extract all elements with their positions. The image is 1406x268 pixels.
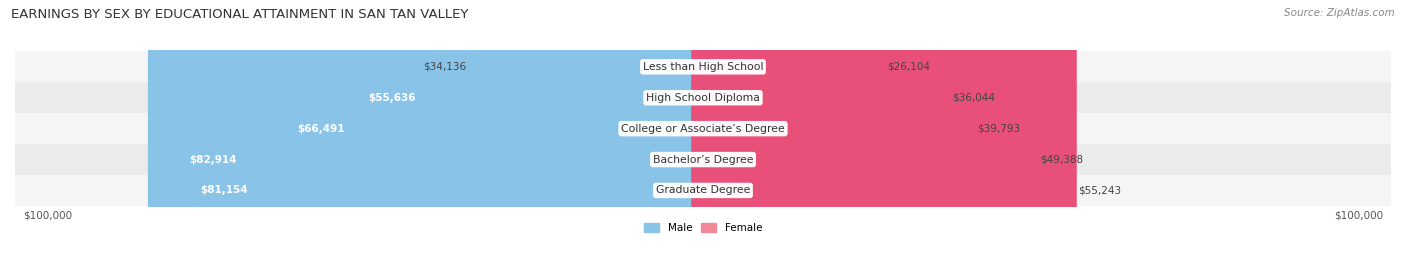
FancyBboxPatch shape	[468, 0, 714, 268]
FancyBboxPatch shape	[15, 175, 1391, 206]
Text: High School Diploma: High School Diploma	[647, 93, 759, 103]
Text: $49,388: $49,388	[1039, 155, 1083, 165]
Text: $81,154: $81,154	[201, 185, 249, 195]
Text: College or Associate’s Degree: College or Associate’s Degree	[621, 124, 785, 134]
Text: Bachelor’s Degree: Bachelor’s Degree	[652, 155, 754, 165]
FancyBboxPatch shape	[692, 0, 950, 268]
Text: $55,636: $55,636	[368, 93, 415, 103]
Text: $82,914: $82,914	[190, 155, 236, 165]
Text: EARNINGS BY SEX BY EDUCATIONAL ATTAINMENT IN SAN TAN VALLEY: EARNINGS BY SEX BY EDUCATIONAL ATTAINMEN…	[11, 8, 468, 21]
FancyBboxPatch shape	[692, 0, 1039, 268]
FancyBboxPatch shape	[159, 0, 714, 268]
Text: Source: ZipAtlas.com: Source: ZipAtlas.com	[1284, 8, 1395, 18]
Text: $36,044: $36,044	[952, 93, 995, 103]
Text: $39,793: $39,793	[977, 124, 1019, 134]
FancyBboxPatch shape	[148, 0, 714, 268]
FancyBboxPatch shape	[326, 0, 714, 268]
Text: $66,491: $66,491	[297, 124, 344, 134]
FancyBboxPatch shape	[692, 0, 1077, 268]
Text: $55,243: $55,243	[1078, 185, 1121, 195]
Text: Graduate Degree: Graduate Degree	[655, 185, 751, 195]
FancyBboxPatch shape	[15, 82, 1391, 113]
FancyBboxPatch shape	[692, 0, 976, 268]
Text: Less than High School: Less than High School	[643, 62, 763, 72]
Text: $34,136: $34,136	[423, 62, 467, 72]
Text: $26,104: $26,104	[887, 62, 931, 72]
FancyBboxPatch shape	[15, 113, 1391, 144]
FancyBboxPatch shape	[15, 51, 1391, 82]
Legend: Male, Female: Male, Female	[640, 218, 766, 237]
FancyBboxPatch shape	[256, 0, 714, 268]
FancyBboxPatch shape	[15, 144, 1391, 175]
FancyBboxPatch shape	[692, 0, 886, 268]
